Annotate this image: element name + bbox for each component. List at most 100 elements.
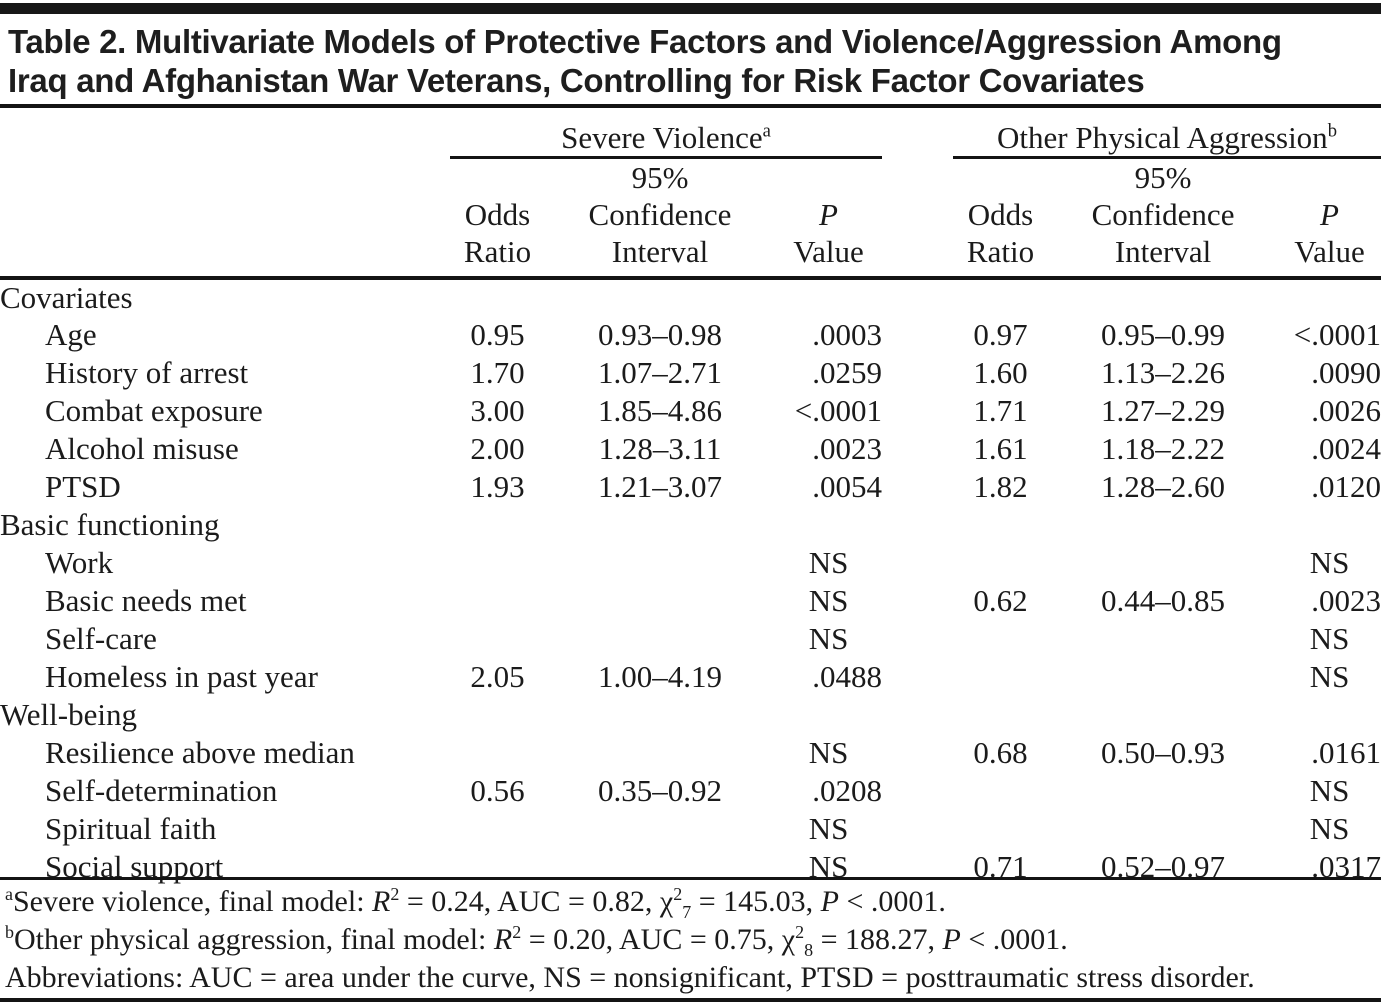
- cell-p: NS: [1309, 544, 1350, 580]
- cell-ci: [545, 582, 775, 620]
- cell-ci: 1.21–3.07: [598, 468, 722, 504]
- table-caption-line2: Iraq and Afghanistan War Veterans, Contr…: [8, 62, 1145, 99]
- cell-or: [953, 772, 1048, 810]
- column-gap: [882, 620, 953, 658]
- column-gap: [882, 316, 953, 354]
- cell-p: [775, 696, 882, 734]
- table-row: History of arrest 1.70 1.07–2.71 .0259 1.60 1…: [0, 354, 1381, 392]
- top-rule-bar: [0, 3, 1381, 14]
- cell-or: [450, 696, 545, 734]
- cell-or: 0.68: [973, 734, 1028, 770]
- cell-or: 2.00: [470, 430, 525, 466]
- cell-p: .0023: [812, 430, 883, 466]
- section-row: Well-being: [0, 696, 1381, 734]
- cell-or: 3.00: [470, 392, 525, 428]
- cell-p: .0026: [1311, 392, 1381, 428]
- other-aggression-label: Other Physical Aggression: [997, 119, 1328, 155]
- cell-p: NS: [808, 620, 849, 656]
- bottom-rule-bar: [0, 998, 1381, 1002]
- column-gap: [882, 810, 953, 848]
- column-gap: [882, 734, 953, 772]
- multivariate-models-table: Severe Violencea Other Physical Aggressi…: [0, 109, 1381, 886]
- row-label: Covariates: [0, 279, 133, 315]
- cell-ci: 1.07–2.71: [598, 354, 722, 390]
- cell-or: 1.82: [973, 468, 1028, 504]
- footnote-a: aSevere violence, final model: R2 = 0.24…: [5, 884, 946, 922]
- cell-ci: [1048, 278, 1278, 316]
- empty-label-header: [0, 157, 450, 280]
- cell-p: .0488: [812, 658, 883, 694]
- footnote-marker-b: b: [1327, 120, 1337, 142]
- cell-p: .0024: [1311, 430, 1381, 466]
- table-row: Spiritual faith NS NS: [0, 810, 1381, 848]
- table-row: Age 0.95 0.93–0.98 .0003 0.97 0.95–0.99 <.0001: [0, 316, 1381, 354]
- cell-or: [450, 278, 545, 316]
- column-gap: [882, 696, 953, 734]
- cell-ci: 1.85–4.86: [598, 392, 722, 428]
- cell-p: [775, 506, 882, 544]
- column-gap: [882, 544, 953, 582]
- cell-ci: 0.50–0.93: [1101, 734, 1226, 770]
- cell-or: [450, 620, 545, 658]
- cell-ci: [545, 544, 775, 582]
- row-label: Spiritual faith: [45, 810, 217, 846]
- cell-or: 2.05: [470, 658, 525, 694]
- cell-or: [450, 734, 545, 772]
- cell-ci: 1.28–3.11: [598, 430, 722, 466]
- cell-or: [450, 582, 545, 620]
- cell-or: [953, 506, 1048, 544]
- column-gap: [882, 468, 953, 506]
- cell-ci: [545, 734, 775, 772]
- cell-p: NS: [1309, 810, 1350, 846]
- cell-or: [953, 544, 1048, 582]
- cell-ci: [545, 278, 775, 316]
- cell-p: NS: [1309, 620, 1350, 656]
- footnote-marker-a: a: [762, 120, 771, 142]
- row-label: Basic needs met: [45, 582, 247, 618]
- cell-or: 0.56: [470, 772, 525, 808]
- severe-violence-spanner: Severe Violencea: [450, 109, 883, 159]
- cell-p: NS: [808, 544, 849, 580]
- row-label: Self-care: [45, 620, 157, 656]
- cell-or: 1.71: [973, 392, 1028, 428]
- cell-p: NS: [808, 734, 849, 770]
- cell-or: [953, 658, 1048, 696]
- cell-or: 0.62: [973, 582, 1028, 618]
- cell-ci: 0.93–0.98: [598, 316, 722, 352]
- cell-or: [953, 810, 1048, 848]
- cell-ci: [1048, 810, 1278, 848]
- table-body: Covariates Age 0.95 0.93–0.98 .0003 0.97 0.95–…: [0, 278, 1381, 886]
- column-gap: [882, 392, 953, 430]
- column-gap: [882, 772, 953, 810]
- odds-ratio-header-1: Odds Ratio: [450, 157, 545, 280]
- column-gap: [882, 506, 953, 544]
- row-label: Well-being: [0, 696, 137, 732]
- spanner-header-row: Severe Violencea Other Physical Aggressi…: [0, 109, 1381, 159]
- cell-ci: [1048, 772, 1278, 810]
- column-gap: [882, 430, 953, 468]
- confidence-interval-header-2: 95% Confidence Interval: [1048, 157, 1279, 280]
- table-row: Work NS NS: [0, 544, 1381, 582]
- cell-ci: 1.00–4.19: [598, 658, 722, 694]
- empty-corner-cell: [0, 109, 450, 157]
- row-label: Alcohol misuse: [45, 430, 239, 466]
- cell-p: NS: [1309, 658, 1350, 694]
- cell-or: [450, 544, 545, 582]
- footnotes-block: aSevere violence, final model: R2 = 0.24…: [5, 883, 1377, 997]
- caption-divider-rule: [0, 104, 1381, 108]
- row-label: Homeless in past year: [45, 658, 318, 694]
- cell-ci: [545, 810, 775, 848]
- p-value-header-2: P Value: [1278, 157, 1381, 280]
- column-gap: [882, 582, 953, 620]
- cell-p: NS: [808, 582, 849, 618]
- cell-ci: 1.28–2.60: [1101, 468, 1226, 504]
- severe-violence-label: Severe Violence: [561, 119, 763, 155]
- group-gap-cell: [882, 109, 953, 157]
- cell-or: 0.95: [470, 316, 525, 352]
- cell-or: 1.93: [470, 468, 525, 504]
- table-row: Alcohol misuse 2.00 1.28–3.11 .0023 1.61 1.18…: [0, 430, 1381, 468]
- cell-ci: [1048, 658, 1278, 696]
- cell-ci: 0.95–0.99: [1101, 316, 1226, 352]
- cell-p: .0259: [812, 354, 883, 390]
